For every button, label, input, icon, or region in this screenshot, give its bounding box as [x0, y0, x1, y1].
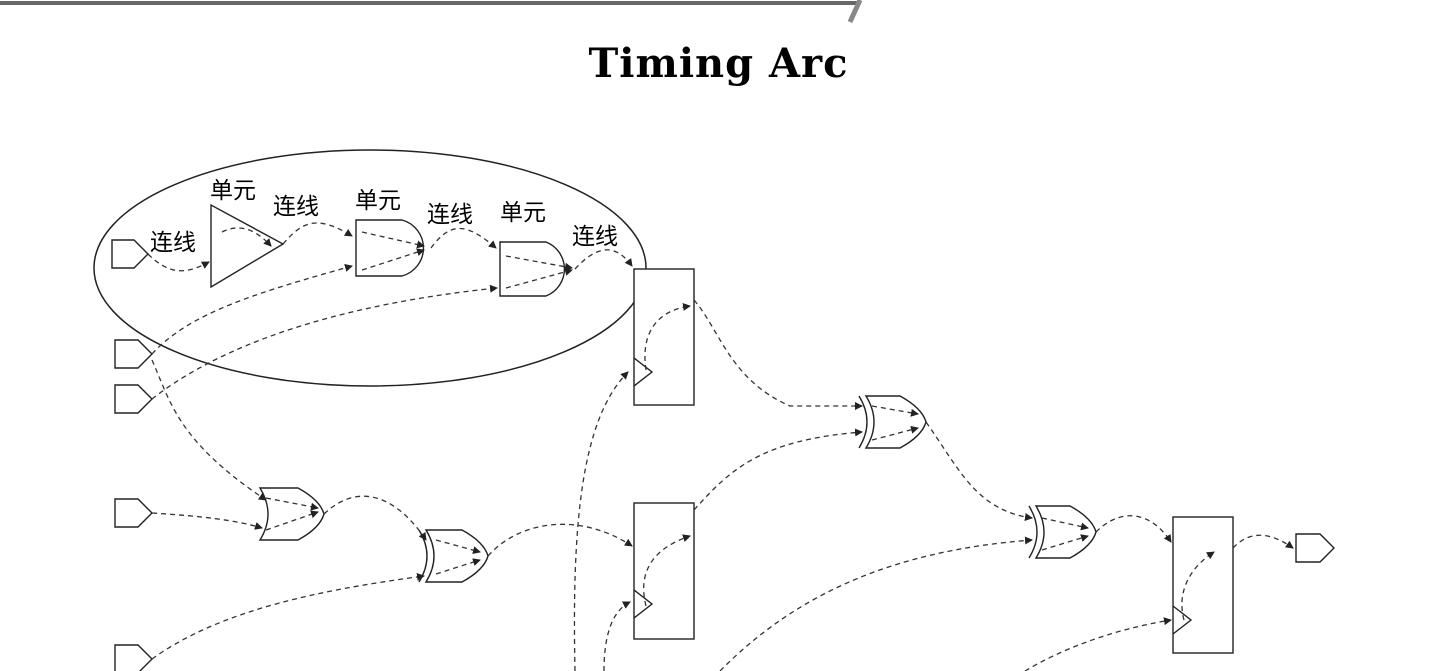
xor-gate-3: [1028, 505, 1097, 559]
and-gate-2: [499, 241, 566, 297]
register-3: [1172, 516, 1234, 654]
register-2: [633, 502, 695, 640]
input-port-1: [111, 239, 149, 269]
input-port-3: [114, 384, 153, 414]
label-wire-3: 连线: [427, 202, 473, 228]
input-port-4: [114, 498, 153, 528]
register-1: [633, 268, 695, 406]
xor-gate-1: [418, 529, 489, 583]
label-wire-4: 连线: [572, 224, 618, 250]
page-title: Timing Arc: [588, 40, 849, 87]
xor-gate-2: [858, 395, 927, 449]
and-gate-1: [355, 219, 425, 277]
label-wire-1: 连线: [150, 230, 196, 256]
label-cell-2: 单元: [355, 188, 401, 214]
buffer-cell: [210, 203, 285, 289]
label-cell-3: 单元: [500, 200, 546, 226]
label-wire-2: 连线: [273, 194, 319, 220]
input-port-5: [114, 644, 153, 671]
header-banner: [0, 0, 872, 24]
label-cell-1: 单元: [210, 178, 256, 204]
output-port: [1295, 533, 1335, 563]
or-gate: [258, 487, 325, 541]
input-port-2: [114, 339, 153, 369]
timing-arcs: [147, 222, 1294, 671]
highlight-ellipse: [93, 149, 647, 387]
